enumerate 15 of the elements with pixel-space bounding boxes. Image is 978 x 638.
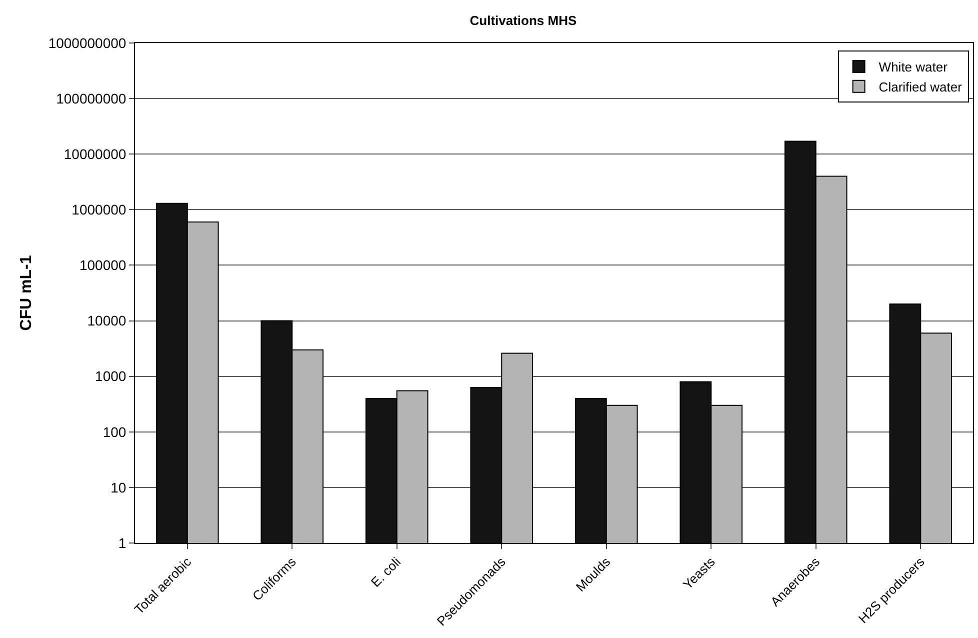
y-tick-label: 1000000000 — [48, 34, 126, 51]
chart-title: Cultivations MHS — [470, 13, 577, 28]
legend-label: Clarified water — [878, 79, 963, 94]
legend-label: White water — [878, 60, 948, 75]
y-tick-label: 100000 — [79, 257, 126, 274]
x-tick-label: E. coli — [368, 554, 404, 590]
y-tick-label: 10000000 — [64, 146, 126, 162]
y-axis-title: CFU mL-1 — [18, 255, 36, 331]
y-tick-label: 1000000 — [72, 202, 126, 218]
y-tick-label: 100 — [102, 424, 126, 440]
y-tick-label: 10000 — [87, 312, 126, 329]
y-tick-label: 1 — [118, 534, 126, 551]
y-tick-label: 10 — [110, 479, 126, 496]
y-tick-label: 100000000 — [56, 90, 126, 106]
y-tick-label: 1000 — [95, 368, 126, 384]
